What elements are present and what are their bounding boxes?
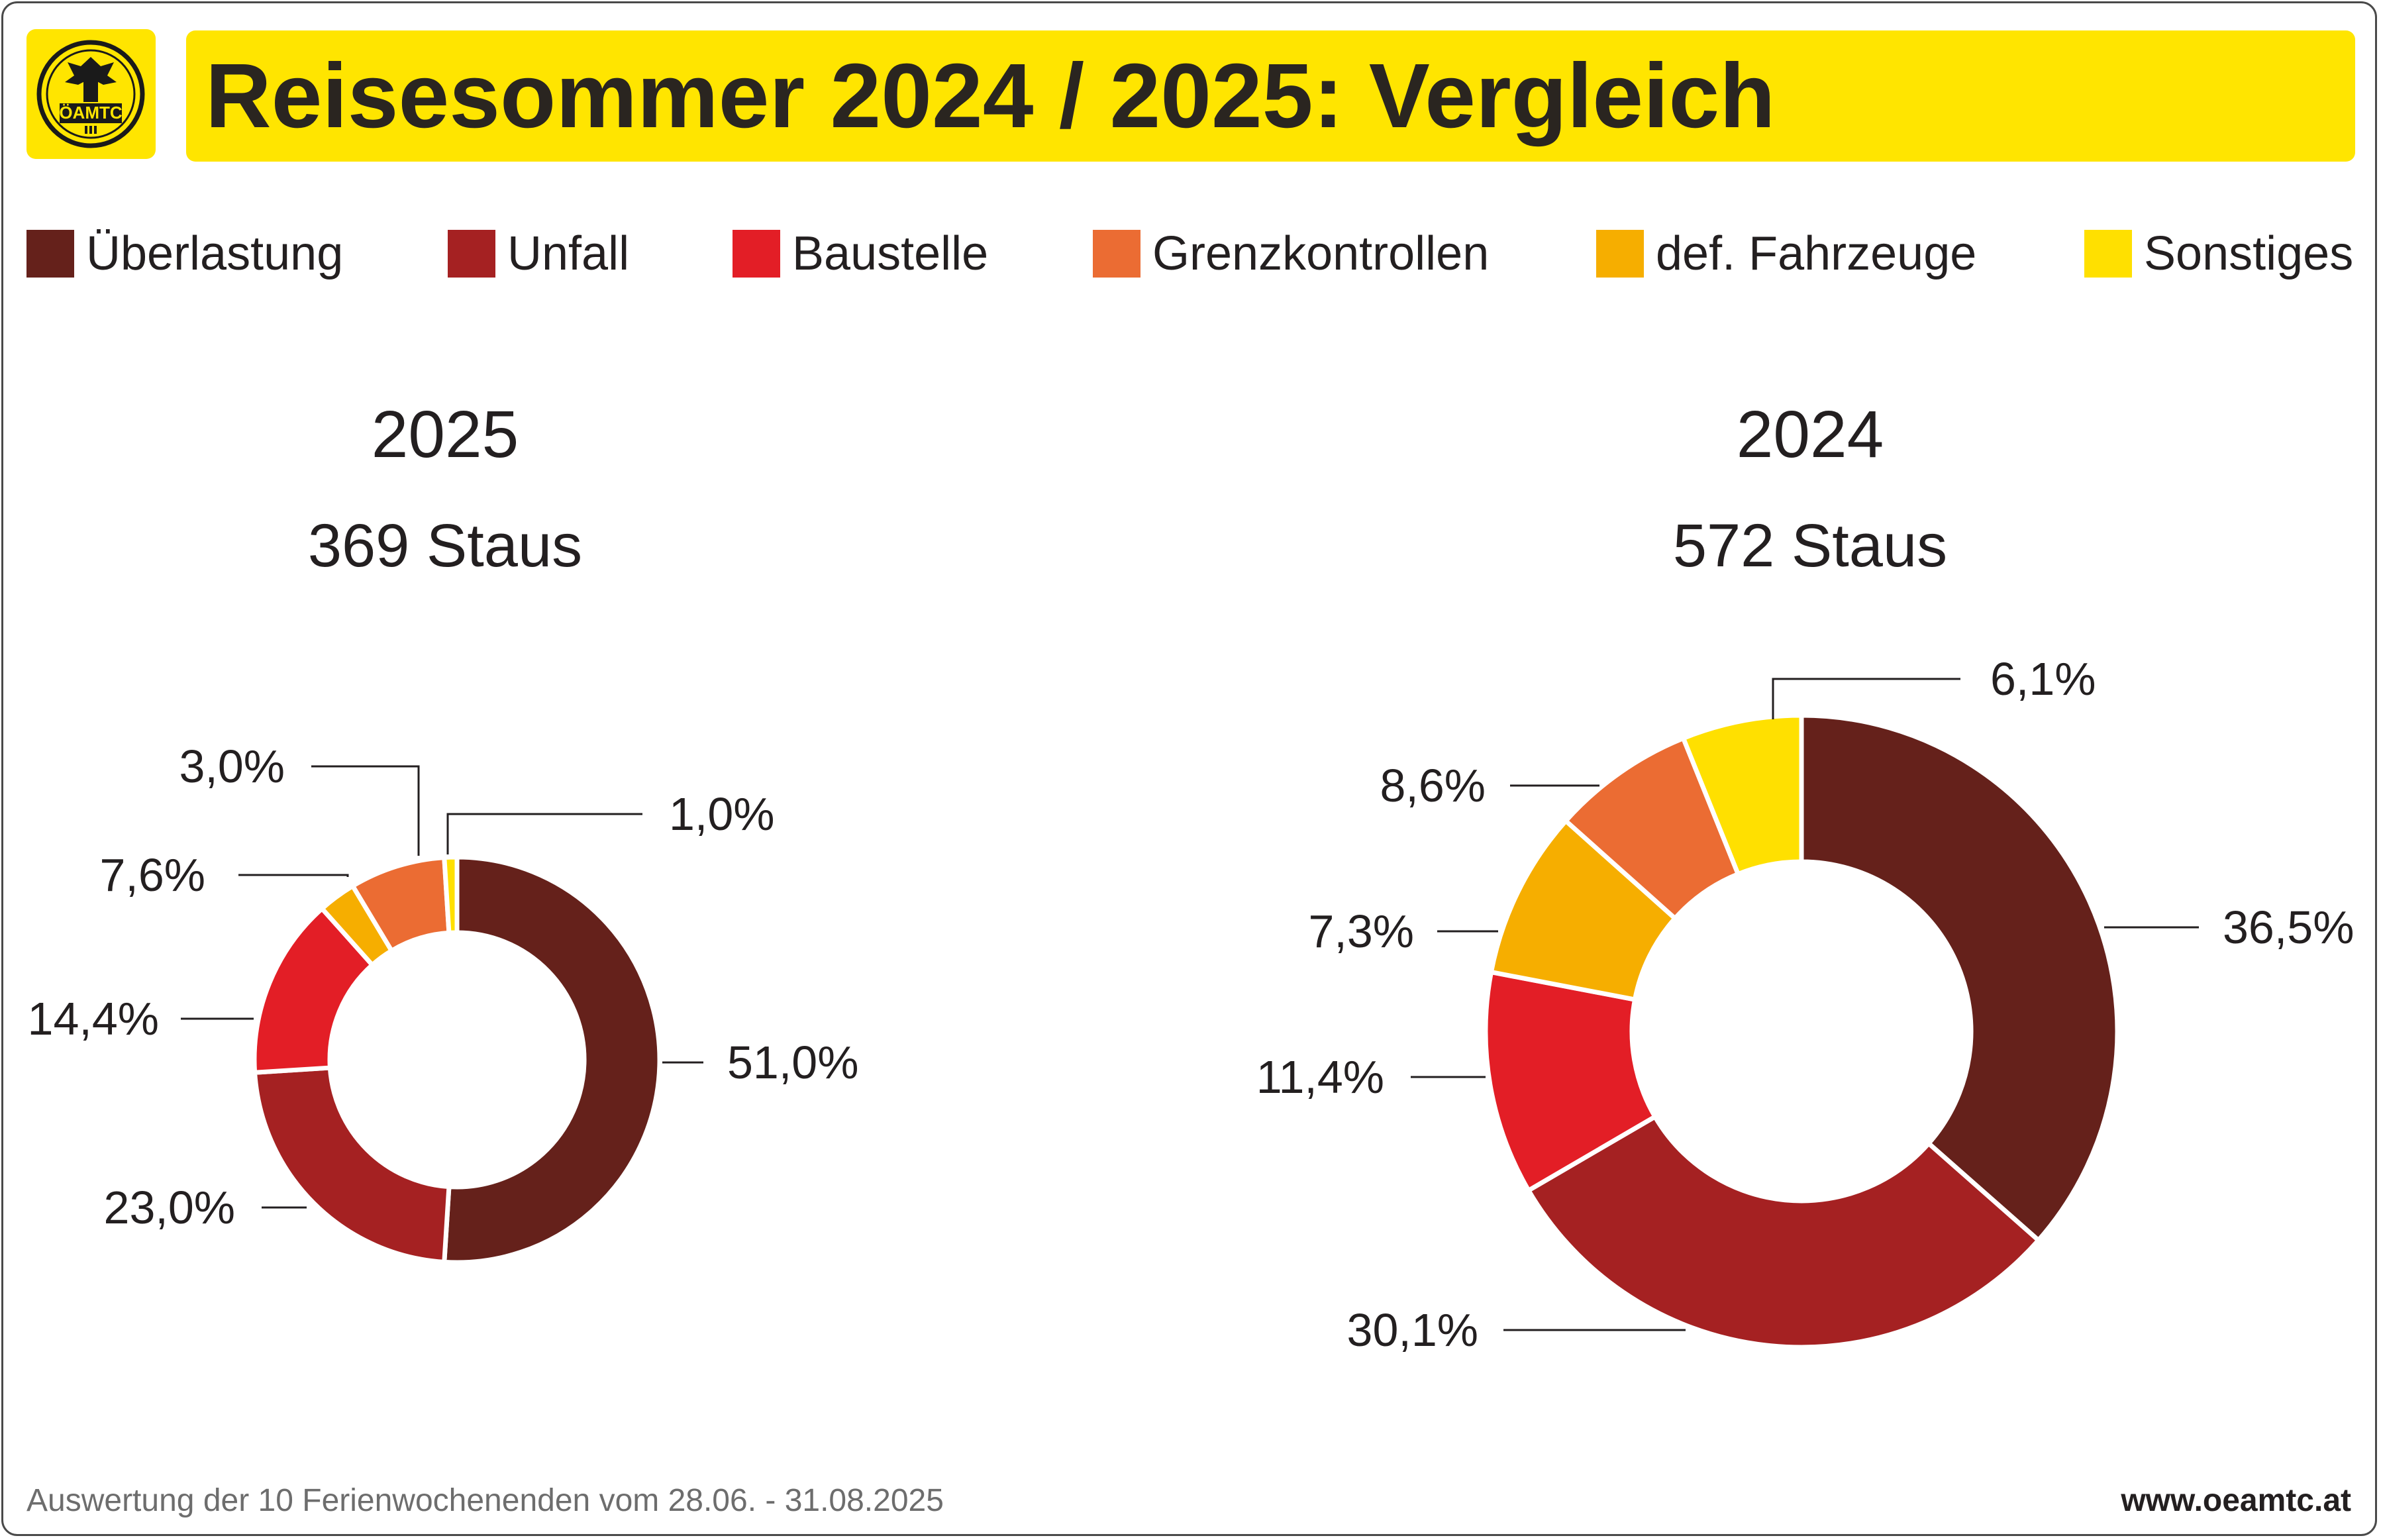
legend-swatch-ueberlastung [26,230,74,278]
data-label-ueberlastung: 36,5% [2223,901,2354,953]
legend-label-def-fahrzeuge: def. Fahrzeuge [1656,227,1977,280]
slice-ueberlastung [442,854,662,1265]
data-label-def-fahrzeuge: 8,6% [1380,760,1486,811]
data-label-grenzkontrollen: 7,6% [99,849,205,901]
chart-2024-subtitle: 572 Staus [1672,512,1948,580]
data-label-sonstiges: 6,1% [1990,653,2096,705]
oeamtc-logo: ÖAMTC [26,29,156,159]
slice-unfall [252,1065,452,1264]
legend-swatch-baustelle [733,230,780,278]
donut-chart-2024: 36,5% 30,1% 11,4% 7,3% 8,6% 6,1% [1256,653,2355,1356]
data-label-unfall: 30,1% [1347,1304,1478,1356]
title-bar [186,30,2355,162]
data-label-baustelle: 14,4% [28,993,159,1045]
legend-swatch-sonstiges [2084,230,2132,278]
legend-label-grenzkontrollen: Grenzkontrollen [1152,227,1490,280]
slice-sonstiges [442,854,460,935]
oeamtc-emblem-icon: ÖAMTC [36,40,145,148]
data-label-ueberlastung: 51,0% [727,1037,858,1088]
footnote: Auswertung der 10 Ferienwochenenden vom … [26,1483,944,1518]
legend-label-sonstiges: Sonstiges [2144,227,2354,280]
leader-line-def-fahrzeuge [311,765,420,856]
leader-line-grenzkontrollen [238,874,349,877]
slice-unfall [1526,1114,2041,1350]
data-label-grenzkontrollen: 7,3% [1308,905,1414,957]
leader-line-sonstiges [446,813,642,854]
chart-2025-subtitle: 369 Staus [307,512,583,580]
legend-swatch-unfall [448,230,495,278]
logo-text: ÖAMTC [59,103,123,123]
legend-label-baustelle: Baustelle [792,227,989,280]
legend-swatch-grenzkontrollen [1093,230,1140,278]
data-label-unfall: 23,0% [104,1182,235,1233]
chart-2024-title: 2024 [1736,397,1884,472]
page-title: Reisesommer 2024 / 2025: Vergleich [205,45,1776,147]
slice-sonstiges [1681,713,1804,877]
legend-swatch-def-fahrzeuge [1596,230,1644,278]
data-label-def-fahrzeuge: 3,0% [179,741,285,792]
data-label-sonstiges: 1,0% [669,788,775,840]
website-link[interactable]: www.oeamtc.at [2121,1483,2351,1518]
chart-2025-title: 2025 [371,397,519,472]
legend-label-ueberlastung: Überlastung [86,227,344,280]
donut-chart-2025: 51,0% 23,0% 14,4% 7,6% 3,0% 1,0% [28,741,858,1265]
slice-baustelle [1483,970,1658,1193]
data-label-baustelle: 11,4% [1256,1051,1384,1103]
legend-label-unfall: Unfall [507,227,630,280]
leader-line-sonstiges [1772,678,1960,719]
slice-ueberlastung [1799,713,2120,1243]
